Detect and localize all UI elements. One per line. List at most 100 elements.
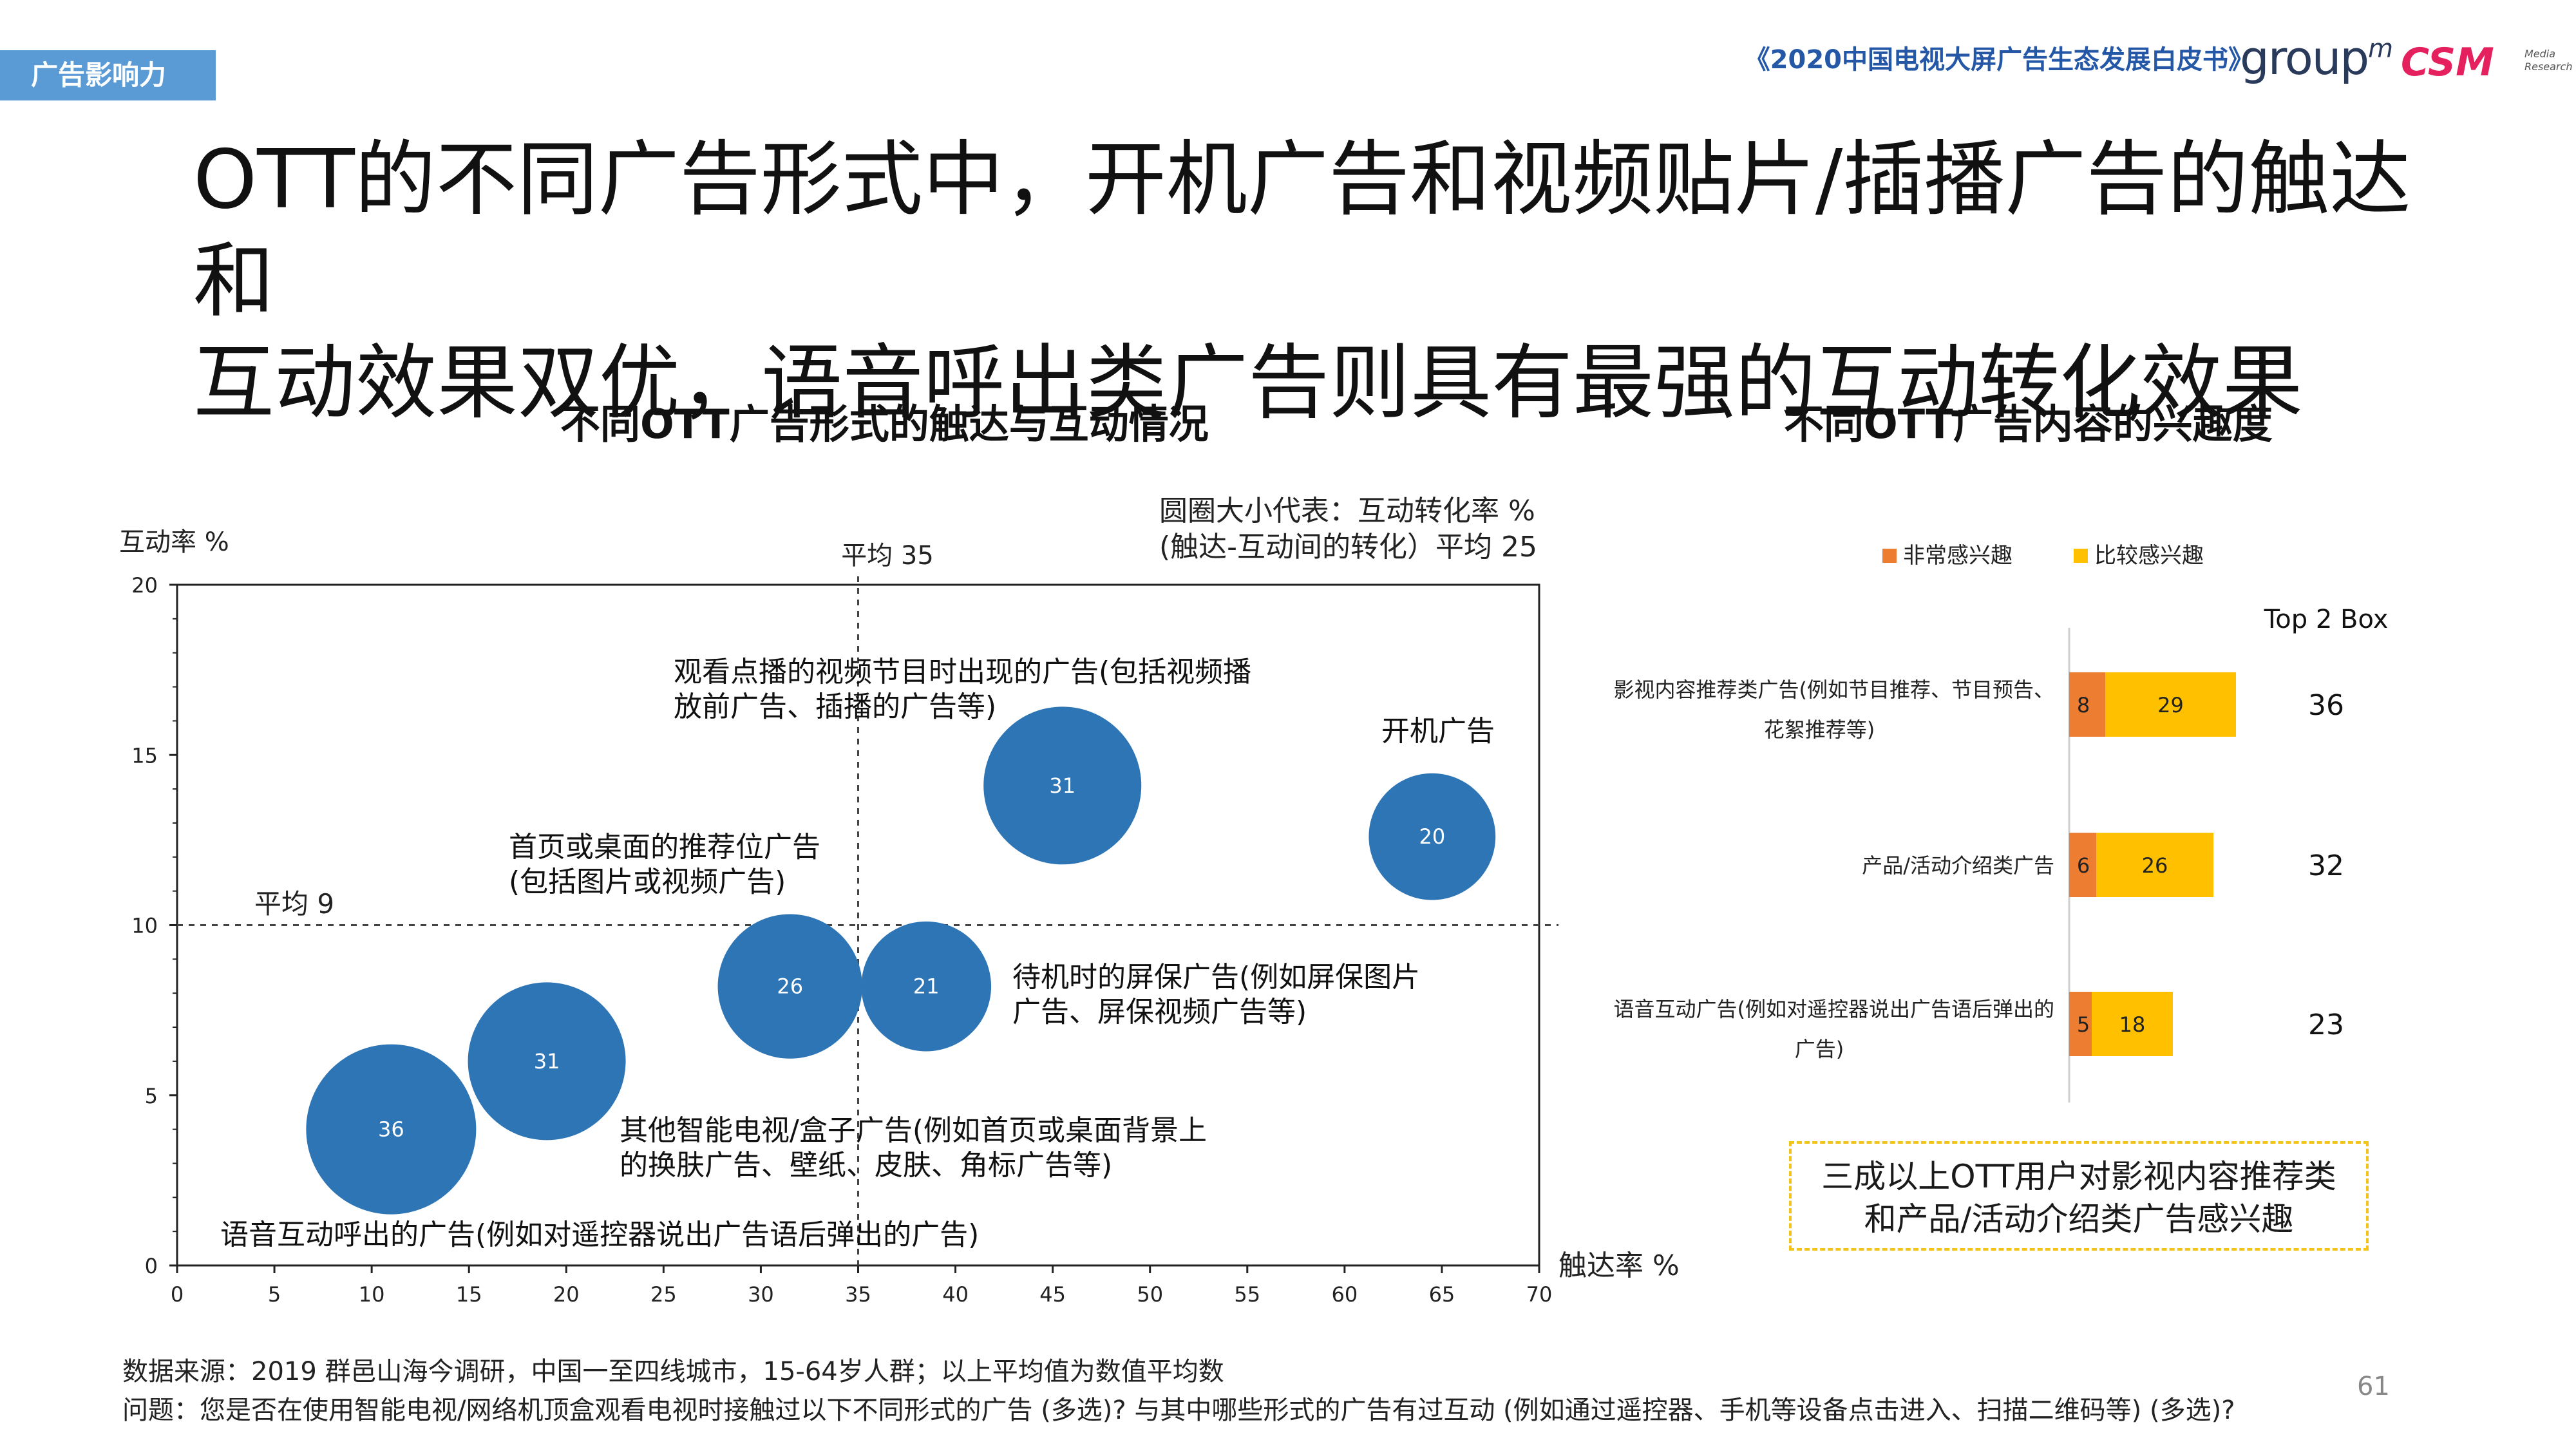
data-source: 数据来源：2019 群邑山海今调研，中国一至四线城市，15-64岁人群；以上平均… [122,1357,1224,1387]
bubble-value-label: 26 [777,974,803,999]
callout-line-1: 三成以上OTT用户对影视内容推荐类 [1821,1158,2336,1195]
y-axis-label: 互动率 % [119,527,229,557]
bubble [468,982,626,1141]
y-tick-label: 10 [131,914,158,938]
x-tick-label: 45 [1039,1282,1066,1307]
x-tick-label: 0 [171,1282,184,1307]
top2-box-value: 23 [2308,1009,2344,1041]
bubble [306,1044,477,1215]
legend-swatch [2074,549,2088,563]
headline-line-1: OTT的不同广告形式中，开机广告和视频贴片/插播广告的触达和 [193,132,2411,328]
bubble-value-label: 21 [913,974,940,999]
groupm-logo-sup: m [2368,34,2393,64]
y-tick-label: 0 [145,1254,158,1278]
bar-category-label: 产品/活动介绍类广告 [1862,853,2054,878]
bar-segment [2069,992,2092,1056]
bar-category-label: 广告) [1795,1037,1844,1061]
csm-logo: CSM [2401,40,2494,85]
legend-label: 非常感兴趣 [1903,543,2012,569]
bar-category-label: 语音互动广告(例如对遥控器说出广告语后弹出的 [1614,997,2055,1021]
legend-label: 比较感兴趣 [2094,543,2204,569]
bar-segment [2069,672,2105,737]
insight-callout: 三成以上OTT用户对影视内容推荐类 和产品/活动介绍类广告感兴趣 [1789,1141,2369,1251]
bubble-value-label: 20 [1419,824,1445,849]
csm-logo-subtitle: Media Research [2524,48,2572,73]
bubble-category-label: 其他智能电视/盒子广告(例如首页或桌面背景上 [620,1114,1207,1147]
x-tick-label: 50 [1137,1282,1163,1307]
x-tick-label: 15 [456,1282,482,1307]
legend-swatch [1882,549,1897,563]
bubble [1368,773,1496,900]
average-reach-label: 平均 35 [841,541,934,571]
bar-value-label: 5 [2077,1012,2090,1037]
bar-segment [2092,992,2173,1056]
bubble-size-note: (触达-互动间的转化）平均 25 [1159,531,1537,564]
bubble-category-label: 开机广告 [1381,715,1495,748]
headline-line-2: 互动效果双优，语音呼出类广告则具有最强的互动转化效果 [193,336,2303,430]
bar-value-label: 6 [2077,853,2090,878]
top2-box-value: 36 [2308,689,2344,722]
survey-question: 问题：您是否在使用智能电视/网络机顶盒观看电视时接触过以下不同形式的广告 (多选… [122,1396,2235,1425]
bubble-category-label: 语音互动呼出的广告(例如对遥控器说出广告语后弹出的广告) [220,1218,979,1251]
bar-chart-marks: Top 2 Box 8 29 36 影视内容推荐类广告(例如节目推荐、节目预告、花絮推荐… [1614,605,2389,1103]
bubble-value-label: 31 [534,1049,560,1074]
bar-category-label: 影视内容推荐类广告(例如节目推荐、节目预告、 [1614,677,2055,702]
bubble-category-label: 广告、屏保视频广告等) [1012,996,1307,1028]
bubble-chart-marks: 36 语音互动呼出的广告(例如对遥控器说出广告语后弹出的广告) 31 其他智能电视/盒… [220,656,1496,1251]
x-tick-label: 35 [845,1282,871,1307]
top2-box-value: 32 [2308,849,2344,882]
bubble-category-label: (包括图片或视频广告) [509,866,786,898]
bar-value-label: 18 [2119,1012,2146,1037]
page-headline: OTT的不同广告形式中，开机广告和视频贴片/插播广告的触达和 互动效果双优，语音… [193,129,2447,434]
section-tag: 广告影响力 [0,50,216,100]
y-tick-label: 15 [131,743,158,768]
bar-category-label: 花絮推荐等) [1764,717,1875,742]
x-tick-label: 70 [1526,1282,1553,1307]
bubble-size-note: 圆圈大小代表：互动转化率 % [1159,495,1535,527]
groupm-logo: groupm [2240,31,2393,85]
bar-chart-title: 不同OTT广告内容的兴趣度 [1784,401,2273,448]
y-tick-label: 5 [145,1084,158,1108]
x-tick-label: 60 [1331,1282,1358,1307]
x-axis-label: 触达率 % [1558,1249,1680,1282]
bar-value-label: 26 [2142,853,2168,878]
bubble [861,921,992,1052]
bubble [983,706,1142,865]
bar-segment [2096,833,2213,897]
bubble-category-label: 的换肤广告、壁纸、皮肤、角标广告等) [620,1149,1112,1182]
bubble-chart-title: 不同OTT广告形式的触达与互动情况 [560,401,1209,448]
bubble-category-label: 待机时的屏保广告(例如屏保图片 [1012,961,1420,994]
bar-chart-legend: 非常感兴趣 比较感兴趣 [1882,543,2204,569]
bubble-category-label: 观看点播的视频节目时出现的广告(包括视频播 [674,656,1251,688]
bubble-value-label: 36 [378,1117,404,1142]
bubble-category-label: 首页或桌面的推荐位广告 [509,831,820,864]
x-tick-label: 55 [1234,1282,1260,1307]
bar-segment [2069,833,2096,897]
page-number: 61 [2357,1372,2390,1401]
csm-logo-research: Research [2524,61,2573,73]
x-tick-label: 30 [748,1282,774,1307]
x-tick-label: 20 [553,1282,580,1307]
bubble [717,914,862,1059]
x-tick-label: 65 [1429,1282,1455,1307]
groupm-logo-text: group [2240,31,2369,85]
report-title: 《2020中国电视大屏广告生态发展白皮书》 [1744,45,2254,75]
bar-segment [2105,672,2236,737]
y-tick-label: 20 [131,573,158,598]
csm-logo-media: Media [2524,48,2556,60]
average-interaction-label: 平均 9 [254,888,334,920]
bubble-value-label: 31 [1049,773,1075,798]
bubble-chart-axes: 0 5 10 15 20 25 30 35 40 45 50 55 60 65 70 0 5 10 15 20 互动率 … [119,495,1680,1307]
x-tick-label: 40 [942,1282,969,1307]
x-tick-label: 25 [650,1282,677,1307]
bubble-category-label: 放前广告、插播的广告等) [674,690,996,723]
bar-value-label: 8 [2077,693,2090,717]
callout-line-2: 和产品/活动介绍类广告感兴趣 [1864,1200,2294,1238]
x-tick-label: 5 [268,1282,281,1307]
top2-box-header: Top 2 Box [2264,605,2389,634]
x-tick-label: 10 [359,1282,385,1307]
footnote: 数据来源：2019 群邑山海今调研，中国一至四线城市，15-64岁人群；以上平均… [122,1352,2235,1430]
bar-value-label: 29 [2157,693,2184,717]
